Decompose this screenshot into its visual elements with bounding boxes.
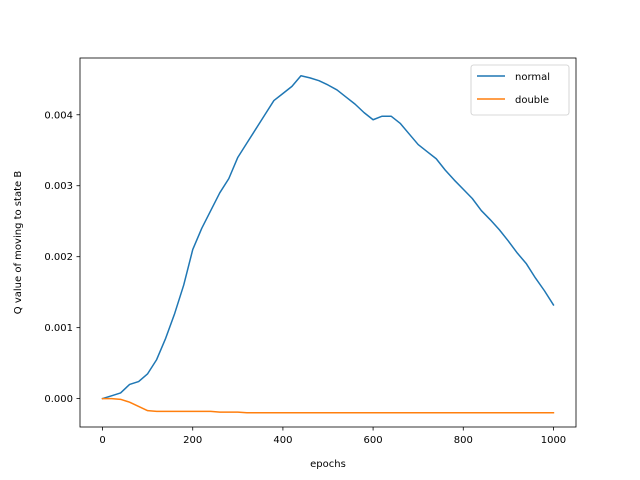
y-tick-label: 0.000	[44, 394, 73, 405]
y-axis-label: Q value of moving to state B	[13, 171, 24, 315]
y-tick-label: 0.001	[44, 323, 73, 334]
x-tick-label: 0	[99, 435, 105, 446]
y-tick-label: 0.002	[44, 252, 73, 263]
x-axis-label: epochs	[310, 459, 346, 470]
plot-area	[80, 58, 576, 427]
x-tick-label: 200	[183, 435, 202, 446]
legend: normal double	[470, 64, 570, 116]
plot-frame	[79, 57, 577, 428]
x-tick-label: 800	[454, 435, 473, 446]
x-axis: 0 200 400 600 800 1000	[99, 427, 566, 446]
y-axis: 0.000 0.001 0.002 0.003 0.004	[44, 110, 80, 405]
series-line-normal	[101, 74, 555, 400]
x-tick-label: 1000	[541, 435, 566, 446]
x-tick-label: 400	[273, 435, 292, 446]
y-tick-label: 0.004	[44, 110, 73, 121]
legend-box	[470, 64, 570, 116]
legend-label-normal: normal	[515, 72, 550, 83]
x-tick-label: 600	[364, 435, 383, 446]
series-layer	[101, 74, 555, 414]
series-line-double	[101, 397, 555, 414]
legend-label-double: double	[515, 95, 549, 106]
y-tick-label: 0.003	[44, 181, 73, 192]
